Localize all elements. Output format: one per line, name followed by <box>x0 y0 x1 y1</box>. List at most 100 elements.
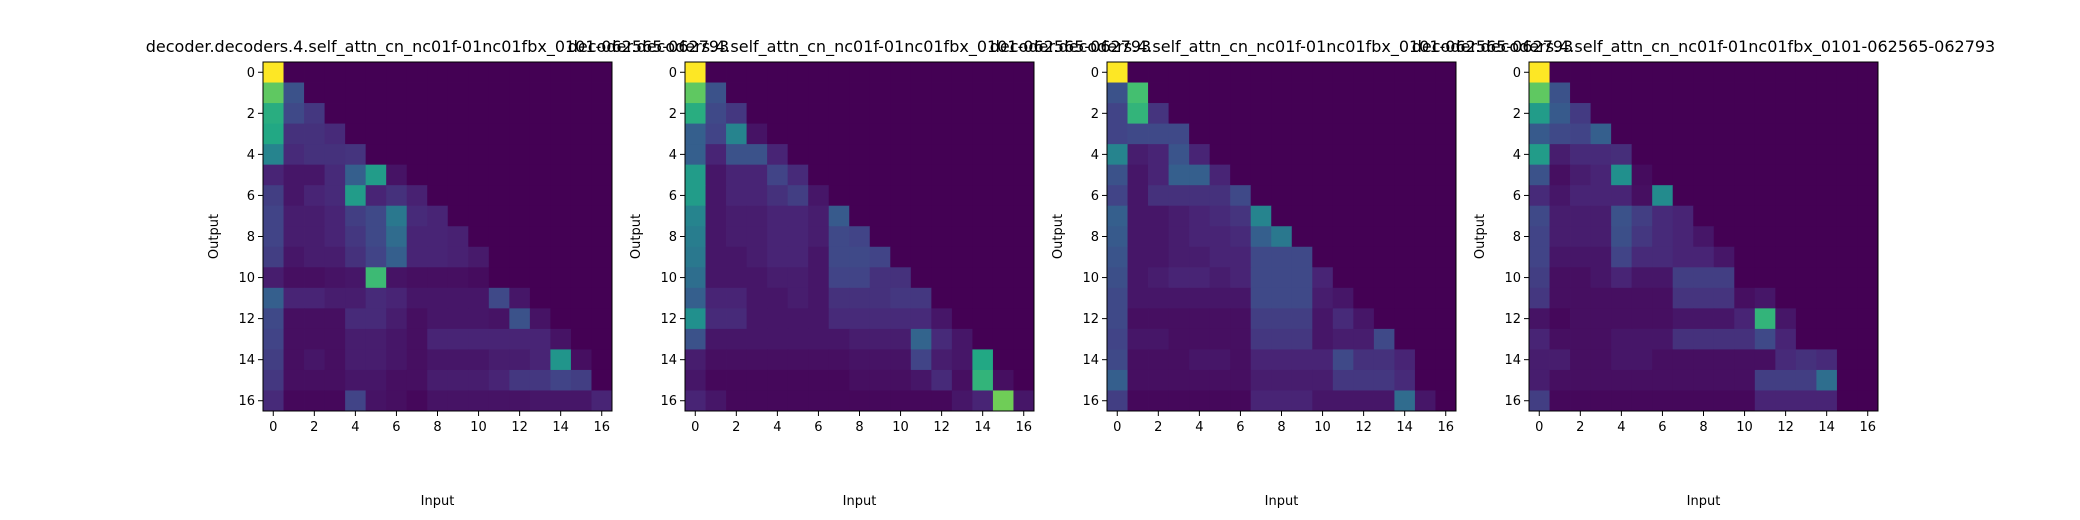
heatmap-cell <box>386 226 408 248</box>
heatmap-cell <box>386 144 408 166</box>
heatmap-cell <box>488 62 510 83</box>
heatmap-cell <box>324 185 346 207</box>
heatmap-cell <box>1611 82 1633 104</box>
heatmap-cell <box>1394 308 1416 330</box>
heatmap-cell <box>726 123 747 145</box>
heatmap-cell <box>746 62 768 83</box>
heatmap-cell <box>992 390 1014 412</box>
heatmap-cell <box>406 267 428 289</box>
heatmap-cell <box>1713 349 1735 371</box>
heatmap-cell <box>1816 349 1838 371</box>
heatmap-cell <box>1373 308 1395 330</box>
y-tick-label: 6 <box>1513 189 1521 204</box>
heatmap-cell <box>468 164 490 186</box>
heatmap-cell <box>1353 62 1375 83</box>
heatmap-cell <box>1435 267 1457 289</box>
heatmap-cell <box>488 82 510 104</box>
heatmap-cell <box>1435 246 1457 268</box>
heatmap-cell <box>283 267 305 289</box>
heatmap-cell <box>1209 349 1231 371</box>
heatmap-cell <box>304 226 325 248</box>
heatmap-cell <box>1611 349 1633 371</box>
heatmap-cell <box>808 123 830 145</box>
heatmap-cell <box>746 103 768 124</box>
heatmap-cell <box>1816 123 1838 145</box>
heatmap-cell <box>808 103 830 124</box>
heatmap-cell <box>1734 103 1756 124</box>
heatmap-cell <box>1590 226 1612 248</box>
heatmap-cell <box>1013 205 1035 227</box>
heatmap-cell <box>406 123 428 145</box>
heatmap-cell <box>1672 308 1694 330</box>
heatmap-cell <box>1713 267 1735 289</box>
heatmap-cell <box>1414 369 1436 391</box>
y-tick-label: 12 <box>660 312 677 327</box>
y-tick-label: 10 <box>1504 271 1521 286</box>
heatmap-cell <box>1414 123 1436 145</box>
heatmap-cell <box>1394 246 1416 268</box>
heatmap-cell <box>910 369 932 391</box>
heatmap-cell <box>1529 226 1550 248</box>
heatmap-cell <box>468 390 490 412</box>
heatmap-cell <box>1209 185 1231 207</box>
heatmap-cell <box>1836 82 1858 104</box>
heatmap-cell <box>1230 246 1252 268</box>
heatmap-cell <box>570 287 592 309</box>
heatmap-cell <box>386 369 408 391</box>
heatmap-cell <box>787 369 809 391</box>
heatmap-cell <box>951 82 973 104</box>
heatmap-cell <box>1857 328 1879 350</box>
heatmap-cell <box>746 287 768 309</box>
heatmap-cell <box>591 267 613 289</box>
heatmap-cell <box>1168 82 1190 104</box>
heatmap-cell <box>447 103 469 124</box>
heatmap-cell <box>705 287 727 309</box>
heatmap-cell <box>1754 103 1776 124</box>
heatmap-cell <box>1230 369 1252 391</box>
heatmap-cell <box>1795 164 1817 186</box>
heatmap-cell <box>972 205 994 227</box>
heatmap-cell <box>1754 328 1776 350</box>
heatmap-cell <box>931 164 953 186</box>
heatmap-panel-2: 0 2 4 6 8 10 12 14 16 0 2 4 6 8 10 12 14 16 decoder.decode… <box>568 37 1151 509</box>
heatmap-cell <box>849 287 871 309</box>
heatmap-cell <box>509 390 531 412</box>
heatmap-cell <box>972 308 994 330</box>
heatmap-cell <box>1250 62 1272 83</box>
heatmap-cell <box>1570 287 1591 309</box>
heatmap-cell <box>1107 144 1128 166</box>
heatmap-cell <box>345 349 367 371</box>
heatmap-cell <box>488 369 510 391</box>
heatmap-cell <box>1795 123 1817 145</box>
heatmap-cell <box>324 349 346 371</box>
y-tick-label: 10 <box>660 271 677 286</box>
heatmap-cell <box>910 267 932 289</box>
heatmap-cell <box>828 226 850 248</box>
y-tick-label: 0 <box>247 66 255 81</box>
heatmap-cell <box>427 185 449 207</box>
x-tick-label: 0 <box>691 420 699 435</box>
heatmap-cell <box>1857 144 1879 166</box>
heatmap-cell <box>1549 185 1571 207</box>
heatmap-cell <box>1209 164 1231 186</box>
heatmap-cell <box>1250 287 1272 309</box>
y-tick-label: 16 <box>238 394 255 409</box>
heatmap-cell <box>1611 185 1633 207</box>
heatmap-cell <box>869 62 891 83</box>
heatmap-cell <box>1611 328 1633 350</box>
heatmap-cell <box>550 144 572 166</box>
heatmap-cell <box>1373 103 1395 124</box>
heatmap-cell <box>1652 267 1674 289</box>
heatmap-cell <box>1836 123 1858 145</box>
heatmap-cell <box>910 308 932 330</box>
heatmap-cell <box>447 123 469 145</box>
heatmap-cell <box>1332 185 1354 207</box>
heatmap-cell <box>1230 103 1252 124</box>
heatmap-cell <box>787 103 809 124</box>
heatmap-cell <box>1529 246 1550 268</box>
heatmap-cell <box>1394 267 1416 289</box>
heatmap-cell <box>550 328 572 350</box>
heatmap-cell <box>1549 390 1571 412</box>
heatmap-cell <box>365 246 387 268</box>
heatmap-cell <box>1127 164 1149 186</box>
